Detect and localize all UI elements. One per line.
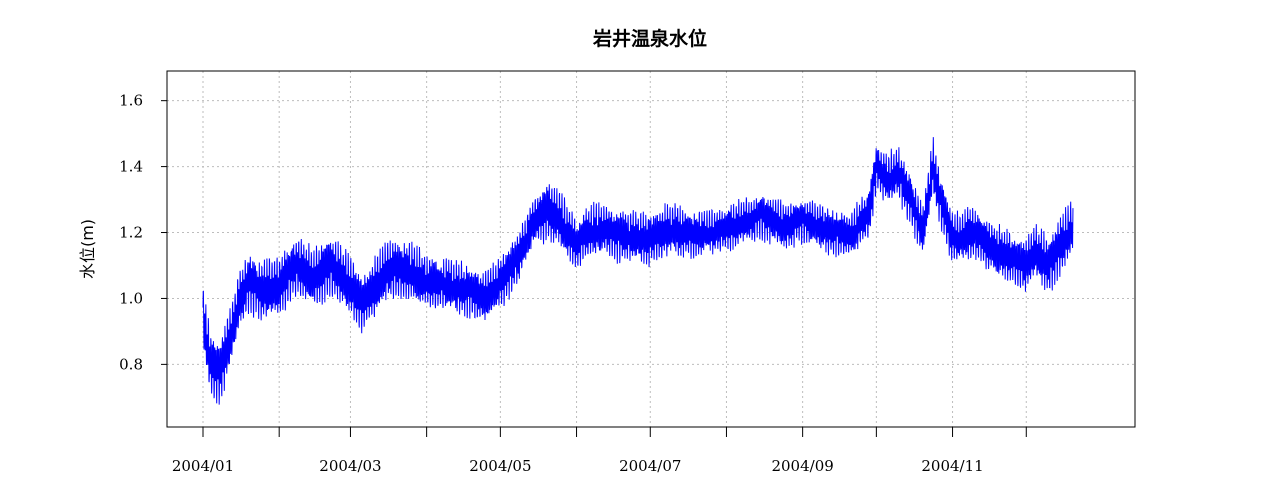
x-tick-label: 2004/03 bbox=[319, 457, 381, 475]
series-water-level bbox=[202, 137, 1074, 405]
chart-title: 岩井温泉水位 bbox=[592, 27, 707, 50]
y-tick-label: 0.8 bbox=[119, 355, 143, 373]
y-axis: 0.8 1.0 1.2 1.4 1.6 bbox=[119, 92, 167, 373]
y-tick-label: 1.4 bbox=[119, 158, 143, 176]
y-tick-label: 1.2 bbox=[119, 224, 143, 242]
x-axis: 2004/01 2004/03 2004/05 2004/07 2004/09 2004/… bbox=[172, 427, 1027, 475]
x-tick-label: 2004/11 bbox=[921, 457, 983, 475]
y-tick-label: 1.0 bbox=[119, 289, 143, 307]
x-tick-label: 2004/07 bbox=[619, 457, 681, 475]
x-tick-label: 2004/09 bbox=[771, 457, 833, 475]
y-tick-label: 1.6 bbox=[119, 92, 143, 110]
x-tick-label: 2004/05 bbox=[469, 457, 531, 475]
y-axis-label: 水位(m) bbox=[78, 219, 97, 279]
x-tick-label: 2004/01 bbox=[172, 457, 234, 475]
plot-frame bbox=[166, 70, 1136, 428]
series-line bbox=[202, 137, 1074, 405]
grid bbox=[167, 71, 1135, 427]
